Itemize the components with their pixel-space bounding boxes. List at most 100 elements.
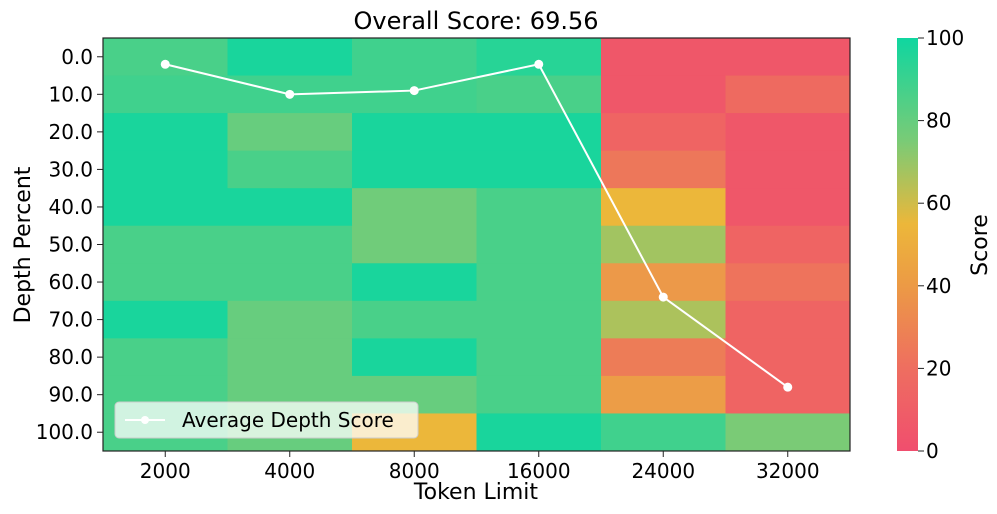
heatmap-cell [227, 38, 353, 77]
heatmap-cell [227, 150, 353, 189]
heatmap-cell [725, 38, 851, 77]
y-tick-label: 0.0 [61, 45, 93, 69]
y-tick-label: 60.0 [48, 270, 93, 294]
legend: Average Depth Score [114, 401, 419, 439]
heatmap-cell [352, 113, 477, 152]
heatmap-cell [352, 188, 477, 227]
heatmap-cell [601, 225, 726, 264]
heatmap-cell [227, 188, 353, 227]
y-tick-label: 50.0 [48, 233, 93, 257]
heatmap-cell [352, 300, 477, 339]
heatmap-cell [725, 300, 851, 339]
heatmap-cell [725, 413, 851, 452]
average-depth-point [783, 382, 793, 392]
heatmap-cell [601, 38, 726, 77]
colorbar-tick-label: 20 [926, 356, 951, 380]
x-tick-label: 8000 [389, 459, 440, 483]
heatmap-cell [601, 338, 726, 377]
heatmap-cell [725, 338, 851, 377]
heatmap-cell [601, 113, 726, 152]
x-tick-label: 24000 [631, 459, 695, 483]
heatmap-cell [725, 188, 851, 227]
heatmap-cells [103, 38, 851, 452]
legend-box [114, 401, 419, 439]
heatmap-cell [725, 263, 851, 302]
colorbar-tick-label: 60 [926, 191, 951, 215]
colorbar-tick-label: 0 [926, 439, 939, 463]
heatmap-cell [103, 225, 228, 264]
y-tick-label: 20.0 [48, 120, 93, 144]
average-depth-point [160, 59, 170, 69]
y-tick-label: 10.0 [48, 82, 93, 106]
y-tick-label: 40.0 [48, 195, 93, 219]
y-tick-label: 70.0 [48, 308, 93, 332]
y-tick-label: 80.0 [48, 345, 93, 369]
heatmap-cell [352, 150, 477, 189]
heatmap-cell [227, 300, 353, 339]
y-axis-label: Depth Percent [11, 166, 36, 323]
heatmap-cell [227, 225, 353, 264]
average-depth-point [409, 86, 419, 96]
average-depth-point [285, 89, 295, 99]
heatmap-cell [103, 263, 228, 302]
heatmap-cell [476, 225, 602, 264]
heatmap-cell [352, 338, 477, 377]
heatmap-cell [103, 75, 228, 114]
heatmap-cell [476, 375, 602, 414]
heatmap-cell [103, 38, 228, 77]
heatmap-cell [476, 300, 602, 339]
x-tick-label: 16000 [507, 459, 571, 483]
chart-title: Overall Score: 69.56 [353, 7, 598, 35]
colorbar-tick-label: 80 [926, 109, 951, 133]
heatmap-cell [103, 150, 228, 189]
heatmap-cell [103, 300, 228, 339]
colorbar: 0 20 40 60 80 100 Score [897, 26, 993, 463]
heatmap-cell [352, 263, 477, 302]
heatmap-cell [725, 113, 851, 152]
heatmap-cell [601, 413, 726, 452]
heatmap-cell [476, 75, 602, 114]
x-tick-label: 2000 [140, 459, 191, 483]
heatmap-cell [601, 300, 726, 339]
heatmap-cell [476, 113, 602, 152]
x-axis-label: Token Limit [413, 480, 539, 505]
colorbar-label: Score [968, 214, 993, 276]
x-axis-ticks: 2000 4000 8000 16000 24000 32000 [140, 451, 820, 483]
heatmap-cell [476, 338, 602, 377]
colorbar-gradient [897, 38, 918, 451]
heatmap-cell [725, 150, 851, 189]
colorbar-ticks: 0 20 40 60 80 100 [918, 26, 964, 463]
heatmap-cell [601, 75, 726, 114]
average-depth-point [658, 292, 668, 302]
x-tick-label: 4000 [264, 459, 315, 483]
average-depth-line [160, 59, 793, 392]
heatmap-cell [725, 375, 851, 414]
heatmap-cell [601, 150, 726, 189]
heatmap-cell [227, 113, 353, 152]
heatmap-cell [725, 225, 851, 264]
heatmap-cell [476, 413, 602, 452]
legend-marker-icon [141, 416, 149, 424]
heatmap-cell [476, 263, 602, 302]
heatmap-cell [103, 113, 228, 152]
x-tick-label: 32000 [756, 459, 820, 483]
heatmap-cell [725, 75, 851, 114]
y-tick-label: 30.0 [48, 157, 93, 181]
colorbar-tick-label: 40 [926, 274, 951, 298]
y-tick-label: 100.0 [36, 420, 93, 444]
heatmap-cell [227, 263, 353, 302]
heatmap-cell [601, 375, 726, 414]
y-tick-label: 90.0 [48, 383, 93, 407]
heatmap-cell [103, 338, 228, 377]
heatmap-cell [352, 38, 477, 77]
heatmap-cell [103, 188, 228, 227]
heatmap-cell [601, 188, 726, 227]
heatmap-cell [352, 225, 477, 264]
heatmap-cell [476, 38, 602, 77]
average-depth-point [534, 59, 544, 69]
average-depth-line-path [165, 63, 789, 388]
y-axis-ticks: 0.0 10.0 20.0 30.0 40.0 50.0 60.0 70.0 80.0 90.0 1… [36, 45, 103, 444]
colorbar-tick-label: 100 [926, 26, 964, 50]
legend-label: Average Depth Score [182, 408, 394, 432]
